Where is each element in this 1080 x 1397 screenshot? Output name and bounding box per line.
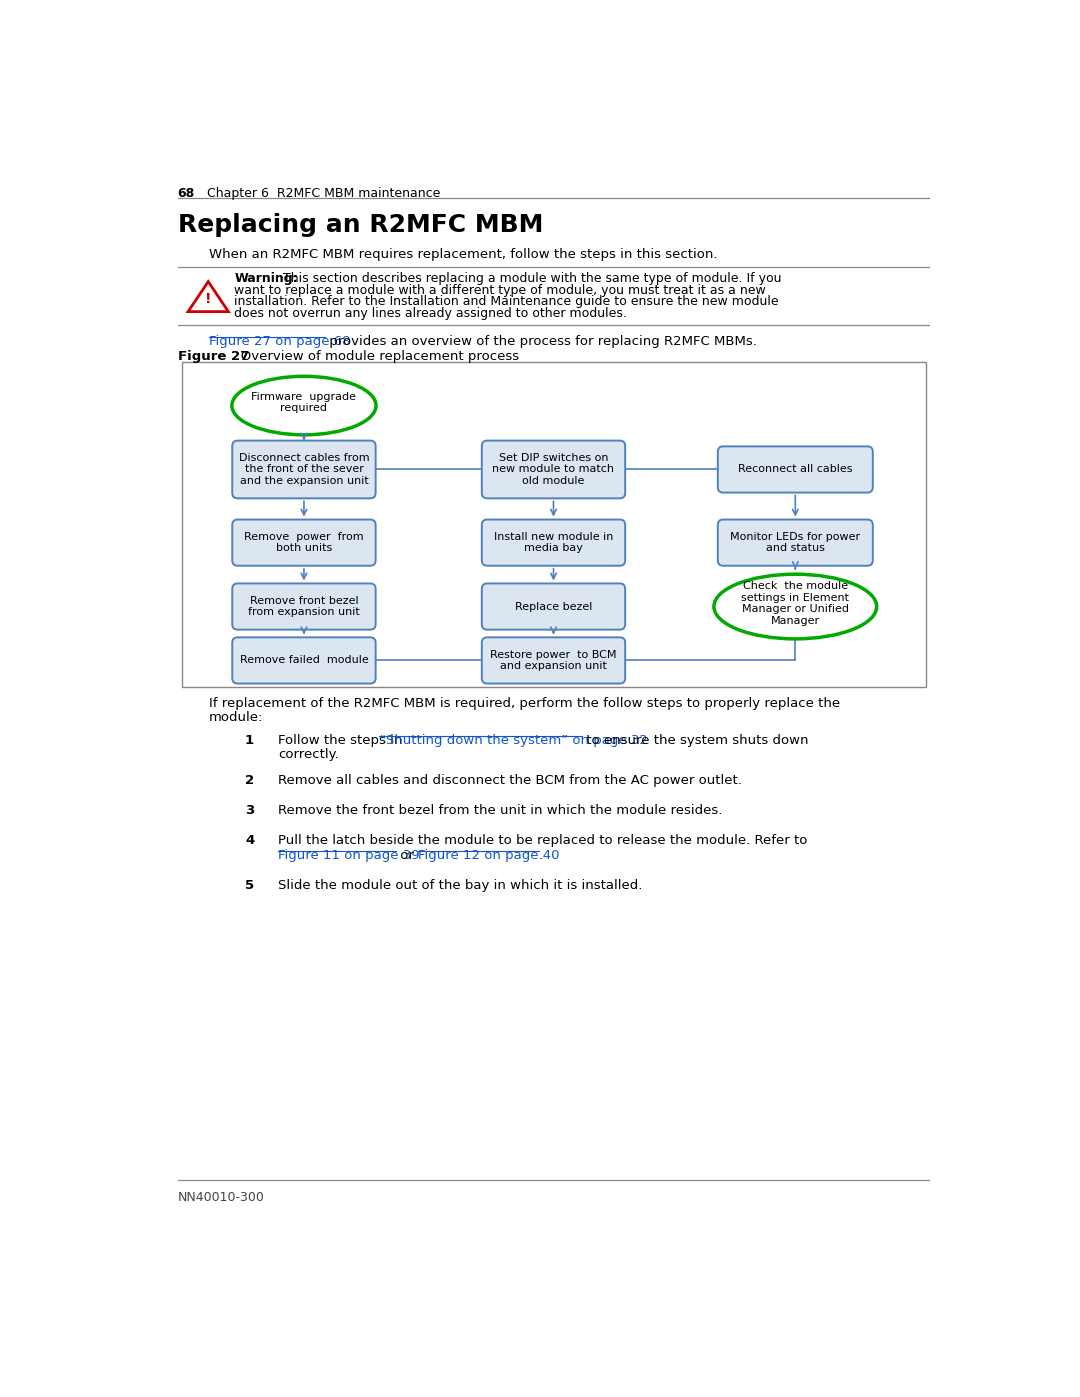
FancyBboxPatch shape <box>482 520 625 566</box>
Text: 3: 3 <box>245 805 254 817</box>
FancyBboxPatch shape <box>232 584 376 630</box>
FancyBboxPatch shape <box>718 520 873 566</box>
Text: Chapter 6  R2MFC MBM maintenance: Chapter 6 R2MFC MBM maintenance <box>194 187 440 200</box>
Text: Install new module in
media bay: Install new module in media bay <box>494 532 613 553</box>
FancyBboxPatch shape <box>181 362 926 687</box>
Text: .: . <box>539 849 543 862</box>
Text: “Shutting down the system” on page 32: “Shutting down the system” on page 32 <box>379 733 648 746</box>
Text: Disconnect cables from
the front of the sever
and the expansion unit: Disconnect cables from the front of the … <box>239 453 369 486</box>
FancyBboxPatch shape <box>232 520 376 566</box>
Text: Remove  power  from
both units: Remove power from both units <box>244 532 364 553</box>
Text: Monitor LEDs for power
and status: Monitor LEDs for power and status <box>730 532 861 553</box>
Text: to ensure the system shuts down: to ensure the system shuts down <box>582 733 809 746</box>
FancyBboxPatch shape <box>718 447 873 493</box>
Text: does not overrun any lines already assigned to other modules.: does not overrun any lines already assig… <box>234 307 627 320</box>
Text: Figure 27 on page 68: Figure 27 on page 68 <box>208 335 350 348</box>
Text: want to replace a module with a different type of module, you must treat it as a: want to replace a module with a differen… <box>234 284 766 296</box>
Text: !: ! <box>205 292 212 306</box>
Text: If replacement of the R2MFC MBM is required, perform the follow steps to properl: If replacement of the R2MFC MBM is requi… <box>208 697 840 710</box>
Text: Remove front bezel
from expansion unit: Remove front bezel from expansion unit <box>248 595 360 617</box>
Ellipse shape <box>714 574 877 638</box>
Text: Warning:: Warning: <box>234 271 298 285</box>
Text: 68: 68 <box>177 187 194 200</box>
Text: 5: 5 <box>245 879 254 891</box>
Text: NN40010-300: NN40010-300 <box>177 1192 265 1204</box>
Text: Figure 27: Figure 27 <box>177 351 248 363</box>
Text: correctly.: correctly. <box>279 749 339 761</box>
FancyBboxPatch shape <box>232 637 376 683</box>
FancyBboxPatch shape <box>232 440 376 499</box>
Text: 1: 1 <box>245 733 254 746</box>
Text: module:: module: <box>208 711 264 724</box>
Text: Remove all cables and disconnect the BCM from the AC power outlet.: Remove all cables and disconnect the BCM… <box>279 774 742 788</box>
Ellipse shape <box>232 376 376 434</box>
Text: Pull the latch beside the module to be replaced to release the module. Refer to: Pull the latch beside the module to be r… <box>279 834 812 848</box>
Text: Reconnect all cables: Reconnect all cables <box>738 464 852 475</box>
Text: Replacing an R2MFC MBM: Replacing an R2MFC MBM <box>177 214 543 237</box>
FancyBboxPatch shape <box>482 440 625 499</box>
Text: Overview of module replacement process: Overview of module replacement process <box>228 351 519 363</box>
Text: Follow the steps in: Follow the steps in <box>279 733 407 746</box>
Text: Remove failed  module: Remove failed module <box>240 655 368 665</box>
Text: Remove the front bezel from the unit in which the module resides.: Remove the front bezel from the unit in … <box>279 805 723 817</box>
Text: Figure 11 on page 39: Figure 11 on page 39 <box>279 849 420 862</box>
Text: Firmware  upgrade
required: Firmware upgrade required <box>252 391 356 414</box>
Text: When an R2MFC MBM requires replacement, follow the steps in this section.: When an R2MFC MBM requires replacement, … <box>208 249 717 261</box>
Text: installation. Refer to the Installation and Maintenance guide to ensure the new : installation. Refer to the Installation … <box>234 295 779 309</box>
Text: This section describes replacing a module with the same type of module. If you: This section describes replacing a modul… <box>279 271 781 285</box>
Text: 4: 4 <box>245 834 254 848</box>
Text: Replace bezel: Replace bezel <box>515 602 592 612</box>
Text: provides an overview of the process for replacing R2MFC MBMs.: provides an overview of the process for … <box>325 335 757 348</box>
Text: Check  the module
settings in Element
Manager or Unified
Manager: Check the module settings in Element Man… <box>741 581 849 626</box>
Text: 2: 2 <box>245 774 254 788</box>
Text: Restore power  to BCM
and expansion unit: Restore power to BCM and expansion unit <box>490 650 617 671</box>
FancyBboxPatch shape <box>482 584 625 630</box>
Text: Slide the module out of the bay in which it is installed.: Slide the module out of the bay in which… <box>279 879 643 891</box>
Text: or: or <box>396 849 418 862</box>
FancyBboxPatch shape <box>482 637 625 683</box>
Text: Figure 12 on page 40: Figure 12 on page 40 <box>418 849 559 862</box>
Text: Set DIP switches on
new module to match
old module: Set DIP switches on new module to match … <box>492 453 615 486</box>
